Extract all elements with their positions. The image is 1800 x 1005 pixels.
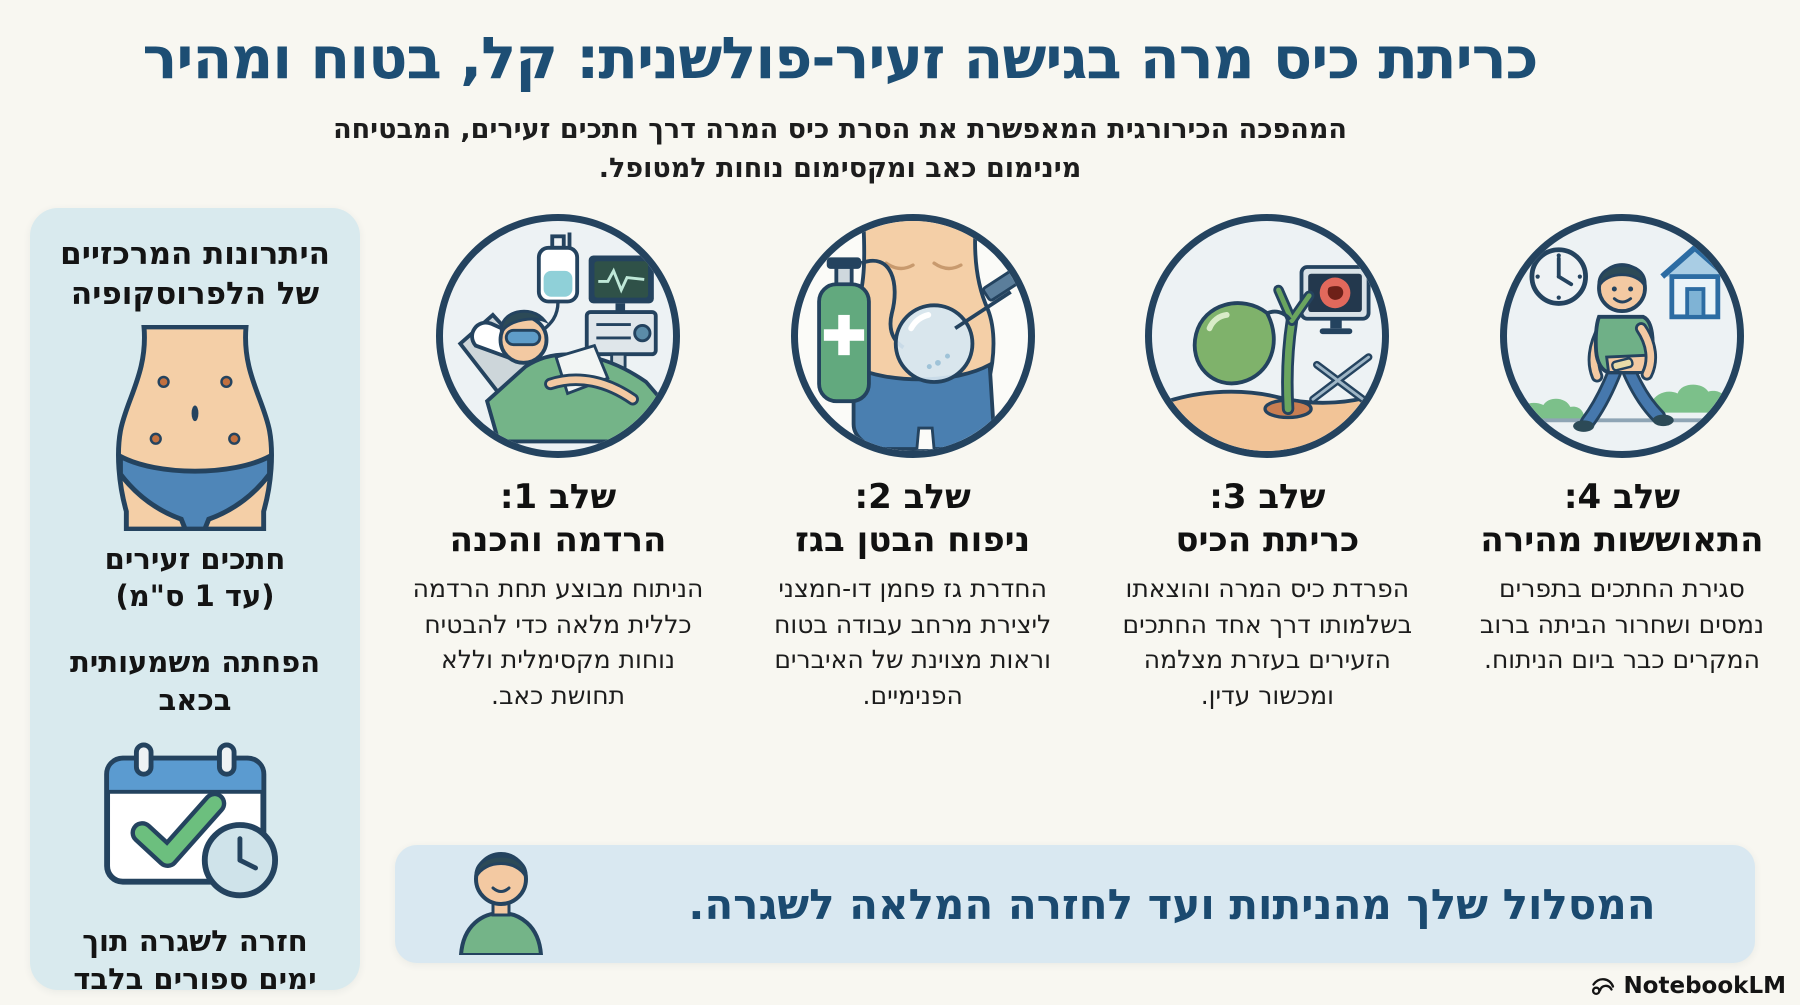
page-title: כריתת כיס מרה בגישה זעיר-פולשנית: קל, בט…: [142, 24, 1538, 92]
step-4-title: שלב 4: התאוששות מהירה: [1480, 476, 1763, 561]
step-4-name: התאוששות מהירה: [1480, 519, 1764, 560]
anesthesia-patient-bed-icon: [436, 214, 680, 458]
step-3-title: שלב 3: כריתת הכיס: [1175, 476, 1359, 561]
step-1-name: הרדמה והכנה: [449, 519, 667, 560]
step-4-description: סגירת החתכים בתפרים נמסים ושחרור הביתה ב…: [1479, 574, 1765, 674]
step-2-name: ניפוח הבטן בגז: [795, 519, 1031, 560]
step-4-column: שלב 4: התאוששות מהירה סגירת החתכים בתפרי…: [1464, 214, 1780, 713]
step-2-title: שלב 2: ניפוח הבטן בגז: [795, 476, 1030, 561]
step-3-description: הפרדת כיס המרה והוצאתו בשלמותו דרך אחד ה…: [1122, 574, 1413, 710]
sidebar-heading: היתרונות המרכזיים של הלפרוסקופיה: [60, 236, 330, 313]
benefit-pain-label: הפחתה משמעותית בכאב: [69, 644, 321, 717]
step-1-label: שלב 1:: [499, 477, 617, 517]
patient-avatar-icon: [453, 845, 549, 957]
step-3-column: שלב 3: כריתת הכיס הפרדת כיס המרה והוצאתו…: [1109, 214, 1425, 713]
step-3-label: שלב 3:: [1209, 477, 1326, 517]
notebooklm-logo-icon: [1590, 974, 1616, 998]
benefit-incisions-label: חתכים זעירים (עד 1 ס"מ): [104, 541, 286, 614]
step-1-title: שלב 1: הרדמה והכנה: [450, 476, 667, 561]
abdomen-incisions-icon: [81, 324, 309, 535]
advantages-sidebar: היתרונות המרכזיים של הלפרוסקופיה חתכים ז…: [30, 208, 360, 996]
step-4-label: שלב 4:: [1563, 477, 1681, 517]
steps-row: שלב 1: הרדמה והכנה הניתוח מבוצע תחת הרדמ…: [400, 214, 1780, 713]
watermark-label: NotebookLM: [1623, 973, 1786, 999]
gallbladder-extraction-icon: [1145, 214, 1390, 458]
step-3-name: כריתת הכיס: [1175, 519, 1360, 560]
walking-home-recovery-icon: [1499, 214, 1744, 458]
benefit-recovery-label: חזרה לשגרה תוך ימים ספורים בלבד: [73, 924, 317, 997]
step-2-label: שלב 2:: [854, 477, 971, 517]
banner-text: המסלול שלך מהניתות ועד לחזרה המלאה לשגרה…: [688, 879, 1656, 929]
watermark: NotebookLM: [1590, 973, 1786, 999]
subtitle-line-1: המהפכה הכירורגית המאפשרת את הסרת כיס המר…: [333, 114, 1347, 145]
step-1-description: הניתוח מבוצע תחת הרדמה כללית מלאה כדי לה…: [412, 574, 704, 710]
page-subtitle: המהפכה הכירורגית המאפשרת את הסרת כיס המר…: [110, 110, 1570, 188]
bottom-banner: המסלול שלך מהניתות ועד לחזרה המלאה לשגרה…: [395, 845, 1755, 963]
co2-insufflation-icon: [790, 214, 1035, 458]
subtitle-line-2: מינימום כאב ומקסימום נוחות למטופל.: [598, 153, 1082, 185]
step-2-description: החדרת גז פחמן דו-חמצני ליצירת מרחב עבודה…: [774, 574, 1052, 710]
calendar-check-clock-icon: [97, 741, 293, 913]
step-1-column: שלב 1: הרדמה והכנה הניתוח מבוצע תחת הרדמ…: [400, 214, 716, 713]
step-2-column: שלב 2: ניפוח הבטן בגז החדרת גז פחמן דו-ח…: [755, 214, 1071, 713]
